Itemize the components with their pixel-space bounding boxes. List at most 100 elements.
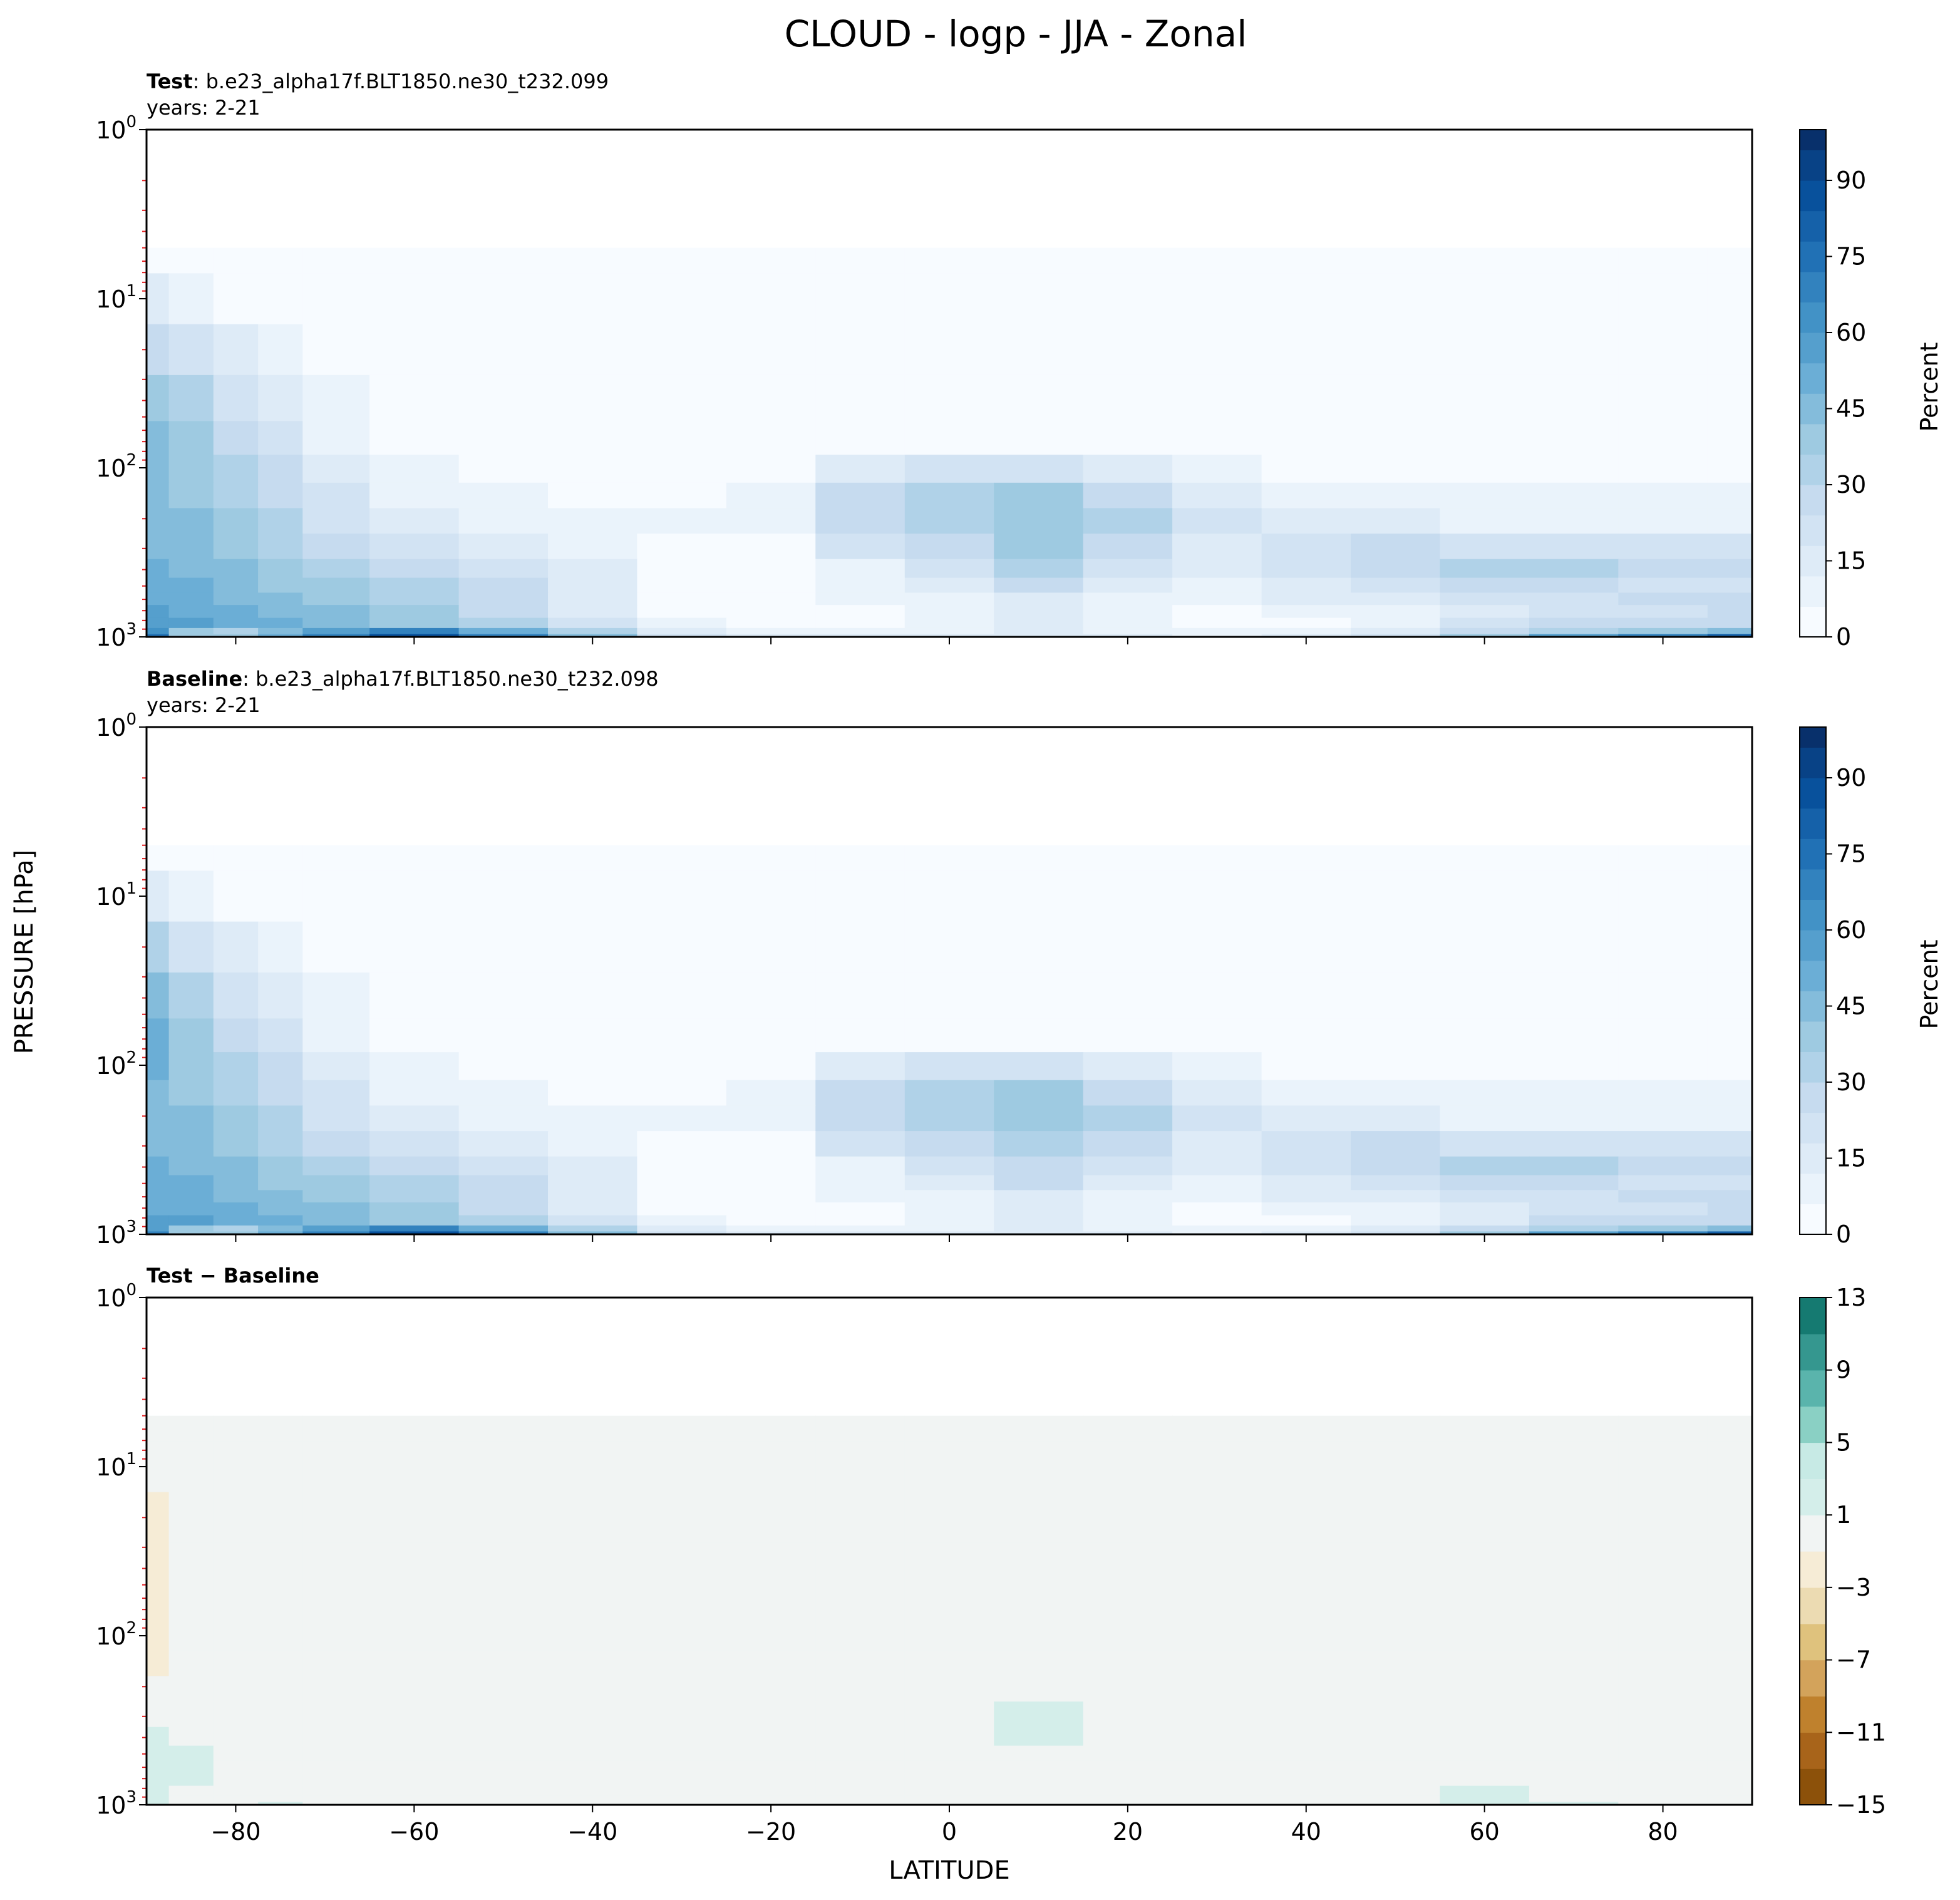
field-cell <box>1351 374 1441 422</box>
field-cell <box>815 617 905 629</box>
field-cell <box>369 1795 460 1803</box>
field-cell <box>1618 1589 1708 1623</box>
field-cell <box>458 482 549 509</box>
field-cell <box>213 247 259 274</box>
field-cell <box>458 1215 549 1226</box>
field-cell <box>637 1802 727 1805</box>
field-cell <box>1529 1623 1619 1651</box>
field-cell <box>1351 1802 1441 1805</box>
field-cell <box>994 273 1084 325</box>
field-cell <box>815 482 905 509</box>
field-cell <box>168 1785 214 1797</box>
colorbar-swatch <box>1800 150 1826 181</box>
field-cell <box>1618 482 1708 509</box>
field-cell <box>994 1542 1084 1590</box>
colorbar-tick-label: 15 <box>1836 547 1866 575</box>
field-cell <box>369 273 460 325</box>
field-cell <box>1707 1018 1752 1053</box>
field-cell <box>1351 1795 1441 1803</box>
field-cell <box>1261 1650 1351 1677</box>
field-cell <box>1351 1676 1441 1702</box>
field-cell <box>1261 508 1351 534</box>
field-cell <box>548 1190 638 1203</box>
field-cell <box>147 1650 170 1677</box>
field-cell <box>637 1202 727 1216</box>
field-cell <box>369 1542 460 1590</box>
field-cell <box>637 1415 727 1442</box>
field-cell <box>1707 1785 1752 1797</box>
field-cell <box>1440 1215 1530 1226</box>
field-cell <box>548 605 638 619</box>
field-cell <box>904 1441 994 1493</box>
field-cell <box>302 972 370 1020</box>
field-cell <box>1261 421 1351 455</box>
field-cell <box>147 634 170 637</box>
field-cell <box>302 1676 370 1702</box>
field-cell <box>1083 1492 1173 1544</box>
field-cell <box>548 324 638 376</box>
field-cell <box>147 1225 170 1232</box>
field-cell <box>815 1650 905 1677</box>
field-cell <box>1172 1785 1262 1797</box>
field-cell <box>458 1231 549 1234</box>
field-cell <box>994 482 1084 509</box>
field-cell <box>147 845 170 872</box>
field-cell <box>1618 1202 1708 1216</box>
field-cell <box>258 1785 304 1797</box>
field-cell <box>213 1701 259 1728</box>
field-cell <box>1261 1676 1351 1702</box>
field-cell <box>213 1156 259 1176</box>
field-cell <box>1083 605 1173 619</box>
field-cell <box>904 1623 994 1651</box>
colorbar-swatch <box>1800 1082 1826 1113</box>
field-cell <box>302 1156 370 1176</box>
panel-baseline-years: years: 2-21 <box>147 693 260 717</box>
field-cell <box>1351 921 1441 973</box>
field-cell <box>637 605 727 619</box>
field-cell <box>213 455 259 483</box>
field-cell <box>258 1773 304 1787</box>
field-cell <box>369 508 460 534</box>
field-cell <box>302 1215 370 1226</box>
field-cell <box>1618 617 1708 629</box>
field-cell <box>302 1795 370 1803</box>
field-cell <box>458 1701 549 1728</box>
field-cell <box>1440 1542 1530 1590</box>
colorbar-tick-label: 45 <box>1836 395 1866 423</box>
field-cell <box>726 1052 817 1081</box>
field-cell <box>258 374 304 422</box>
field-cell <box>1707 1727 1752 1747</box>
field-cell <box>726 921 817 973</box>
field-cell <box>168 1795 214 1803</box>
field-cell <box>815 534 905 560</box>
field-cell <box>1440 1795 1530 1803</box>
field-cell <box>1172 1676 1262 1702</box>
field-cell <box>1707 482 1752 509</box>
field-cell <box>726 1785 817 1797</box>
field-cell <box>302 617 370 629</box>
field-cell <box>1618 1052 1708 1081</box>
colorbar-tick-label: 30 <box>1836 471 1866 498</box>
field-cell <box>994 1105 1084 1132</box>
field-cell <box>458 1492 549 1544</box>
field-cell <box>1618 1701 1708 1728</box>
field-cell <box>168 508 214 534</box>
field-cell <box>994 1760 1084 1774</box>
field-cell <box>994 1795 1084 1803</box>
field-cell <box>1083 421 1173 455</box>
field-cell <box>369 1052 460 1081</box>
field-cell <box>458 1156 549 1176</box>
field-cell <box>1707 559 1752 579</box>
field-cell <box>726 508 817 534</box>
field-cell <box>302 1623 370 1651</box>
field-cell <box>1261 870 1351 922</box>
field-cell <box>213 634 259 637</box>
field-cell <box>815 1676 905 1702</box>
field-cell <box>726 1773 817 1787</box>
field-cell <box>1261 1745 1351 1762</box>
field-cell <box>147 1745 170 1762</box>
field-cell <box>1440 421 1530 455</box>
field-cell <box>168 455 214 483</box>
field-cell <box>1261 1190 1351 1203</box>
field-cell <box>1440 324 1530 376</box>
